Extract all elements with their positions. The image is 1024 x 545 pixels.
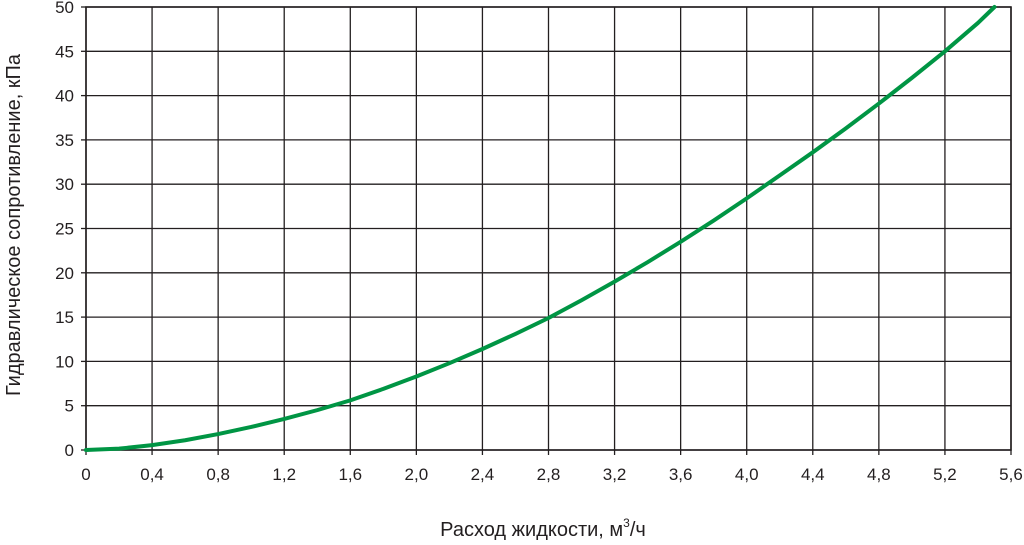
x-tick-label: 2,4 <box>471 465 495 484</box>
y-tick-label: 0 <box>65 441 74 460</box>
x-tick-label: 4,8 <box>867 465 891 484</box>
y-tick-label: 10 <box>55 352 74 371</box>
y-tick-label: 45 <box>55 42 74 61</box>
grid <box>81 6 1012 455</box>
y-tick-labels: 0 5 10 15 20 25 30 35 40 45 50 <box>55 0 74 460</box>
x-tick-label: 0 <box>81 465 90 484</box>
x-tick-label: 2,8 <box>537 465 561 484</box>
y-tick-label: 50 <box>55 0 74 17</box>
series-layer <box>84 5 997 452</box>
plot-border <box>85 6 1012 451</box>
x-tick-label: 5,2 <box>933 465 957 484</box>
x-axis-title-superscript: 3 <box>623 516 630 530</box>
series-line <box>84 5 997 452</box>
y-tick-label: 20 <box>55 264 74 283</box>
plot-frame <box>85 6 1012 451</box>
y-axis-title: Гидравлическое сопротивление, кПа <box>3 53 25 396</box>
x-axis-title: Расход жидкости, м3/ч <box>440 516 646 541</box>
x-tick-label: 3,2 <box>603 465 627 484</box>
y-tick-label: 40 <box>55 87 74 106</box>
x-tick-label: 4,0 <box>735 465 759 484</box>
y-tick-label: 25 <box>55 220 74 239</box>
x-tick-label: 3,6 <box>669 465 693 484</box>
x-axis-title-tail: /ч <box>630 519 646 541</box>
x-tick-label: 0,4 <box>140 465 164 484</box>
x-tick-label: 4,4 <box>801 465 825 484</box>
x-tick-label: 2,0 <box>405 465 429 484</box>
y-tick-label: 5 <box>65 397 74 416</box>
x-tick-labels: 0 0,4 0,8 1,2 1,6 2,0 2,4 2,8 3,2 3,6 4,0 4,4 4,8 5,2… <box>81 465 1023 484</box>
y-tick-label: 30 <box>55 175 74 194</box>
y-tick-label: 15 <box>55 308 74 327</box>
x-tick-label: 1,6 <box>338 465 362 484</box>
y-tick-label: 35 <box>55 131 74 150</box>
x-axis-title-main: Расход жидкости, м <box>440 519 623 541</box>
x-tick-label: 0,8 <box>206 465 230 484</box>
x-tick-label: 1,2 <box>272 465 296 484</box>
x-tick-label: 5,6 <box>999 465 1023 484</box>
